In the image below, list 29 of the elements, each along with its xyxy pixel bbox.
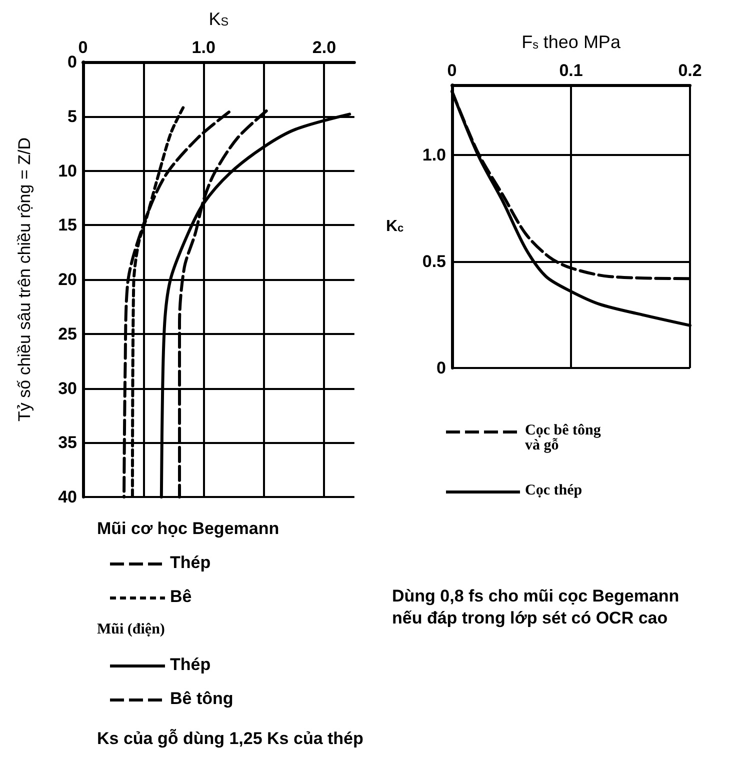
legend-label: Thép xyxy=(170,553,211,572)
legend-label: Cọc thép xyxy=(525,482,582,498)
x-tick-label: 0.2 xyxy=(678,61,702,80)
legend-label: Bê xyxy=(170,587,192,606)
y-tick-label: 30 xyxy=(58,378,77,398)
y-tick-label: 0 xyxy=(436,358,446,378)
y-tick-label: 35 xyxy=(58,433,77,452)
text: Mũi cơ học Begemann xyxy=(97,519,280,538)
x-axis-title: KS xyxy=(208,9,229,29)
text: Mũi (điện) xyxy=(97,622,165,638)
y-tick-label: 25 xyxy=(58,324,77,344)
x-tick-label: 0.1 xyxy=(559,61,583,80)
x-tick-label: 2.0 xyxy=(312,38,336,57)
y-tick-label: 5 xyxy=(68,106,77,126)
y-tick-label: 10 xyxy=(58,161,77,180)
text: Dùng 0,8 fs cho mũi cọc Begemann nếu đáp trong lớp sét có OCR cao xyxy=(392,586,684,628)
legend-label: Cọc bê tông và gỗ xyxy=(525,422,602,454)
y-tick-label: 40 xyxy=(58,488,77,506)
legend-label: Bê tông xyxy=(170,689,234,708)
y-tick-label: 20 xyxy=(58,270,77,289)
y-tick-label: 0.5 xyxy=(422,252,446,272)
x-axis-title: Fs theo MPa xyxy=(522,32,622,52)
y-axis-title: Kc xyxy=(386,218,404,235)
text: Ks của gỗ dùng 1,25 Ks của thép xyxy=(97,729,364,748)
y-axis-title: Tỷ số chiều sâu trên chiều rộng = Z/D xyxy=(15,138,34,422)
y-tick-label: 15 xyxy=(58,216,77,235)
legend-label: Thép xyxy=(170,655,211,674)
x-tick-label: 1.0 xyxy=(192,38,216,57)
y-tick-label: 1.0 xyxy=(422,146,446,165)
